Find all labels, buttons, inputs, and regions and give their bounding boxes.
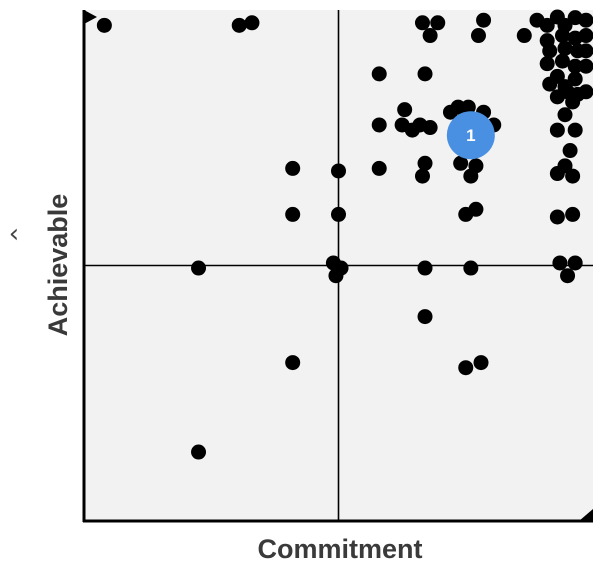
highlight-marker-circle[interactable] <box>446 111 495 160</box>
data-point[interactable] <box>549 209 565 225</box>
data-point[interactable] <box>285 206 301 222</box>
data-point[interactable] <box>516 28 532 44</box>
y-axis-title: Achievable <box>43 194 73 337</box>
data-point[interactable] <box>542 43 558 59</box>
x-axis-arrow-icon <box>579 509 593 521</box>
data-point[interactable] <box>578 43 593 59</box>
data-point[interactable] <box>422 28 438 44</box>
data-point[interactable] <box>331 206 346 222</box>
data-point[interactable] <box>549 122 565 138</box>
data-point[interactable] <box>453 155 469 171</box>
data-point[interactable] <box>414 168 430 184</box>
data-point[interactable] <box>554 53 570 69</box>
data-points <box>96 9 593 460</box>
data-point[interactable] <box>417 260 433 276</box>
x-axis-title: Commitment <box>257 534 422 564</box>
data-point[interactable] <box>371 160 387 176</box>
data-point[interactable] <box>542 76 558 92</box>
data-point[interactable] <box>417 309 433 325</box>
data-point[interactable] <box>567 71 583 87</box>
data-point[interactable] <box>552 255 568 271</box>
data-point[interactable] <box>557 40 573 56</box>
data-point[interactable] <box>463 260 479 276</box>
data-point[interactable] <box>476 12 492 28</box>
data-point[interactable] <box>539 17 555 33</box>
y-axis-arrow-icon <box>84 10 97 24</box>
data-point[interactable] <box>560 268 576 284</box>
y-axis-expand-chevron-icon[interactable]: ‹ <box>9 219 19 249</box>
data-point[interactable] <box>417 66 433 82</box>
data-point[interactable] <box>460 99 476 115</box>
data-point[interactable] <box>231 17 247 33</box>
data-point[interactable] <box>567 255 583 271</box>
data-point[interactable] <box>549 166 565 182</box>
data-point[interactable] <box>397 102 413 118</box>
data-point[interactable] <box>285 355 301 371</box>
data-point[interactable] <box>562 143 578 159</box>
data-point[interactable] <box>554 28 570 44</box>
data-point[interactable] <box>371 117 387 133</box>
data-point[interactable] <box>567 122 583 138</box>
data-point[interactable] <box>191 444 207 460</box>
data-point[interactable] <box>578 12 593 28</box>
data-point[interactable] <box>371 66 387 82</box>
data-point[interactable] <box>458 360 474 376</box>
data-point[interactable] <box>557 107 573 123</box>
data-point[interactable] <box>565 206 581 222</box>
data-point[interactable] <box>470 28 486 44</box>
data-point[interactable] <box>458 206 474 222</box>
data-point[interactable] <box>565 168 581 184</box>
data-point[interactable] <box>578 28 593 44</box>
data-point[interactable] <box>244 15 260 31</box>
data-point[interactable] <box>473 355 489 371</box>
data-point[interactable] <box>96 17 112 33</box>
data-point[interactable] <box>549 89 565 105</box>
data-point[interactable] <box>578 58 593 74</box>
highlight-marker-label: 1 <box>466 126 475 145</box>
data-point[interactable] <box>417 155 433 171</box>
highlight-marker[interactable]: 1 <box>446 111 495 160</box>
data-point[interactable] <box>430 15 446 31</box>
data-point[interactable] <box>412 117 428 133</box>
data-point[interactable] <box>331 163 346 179</box>
data-point[interactable] <box>539 56 555 72</box>
data-point[interactable] <box>285 160 301 176</box>
data-point[interactable] <box>191 260 207 276</box>
data-point[interactable] <box>578 84 593 100</box>
data-point[interactable] <box>565 94 581 110</box>
data-point[interactable] <box>328 268 344 284</box>
data-point[interactable] <box>463 168 479 184</box>
data-point[interactable] <box>414 15 430 31</box>
data-point[interactable] <box>567 58 583 74</box>
